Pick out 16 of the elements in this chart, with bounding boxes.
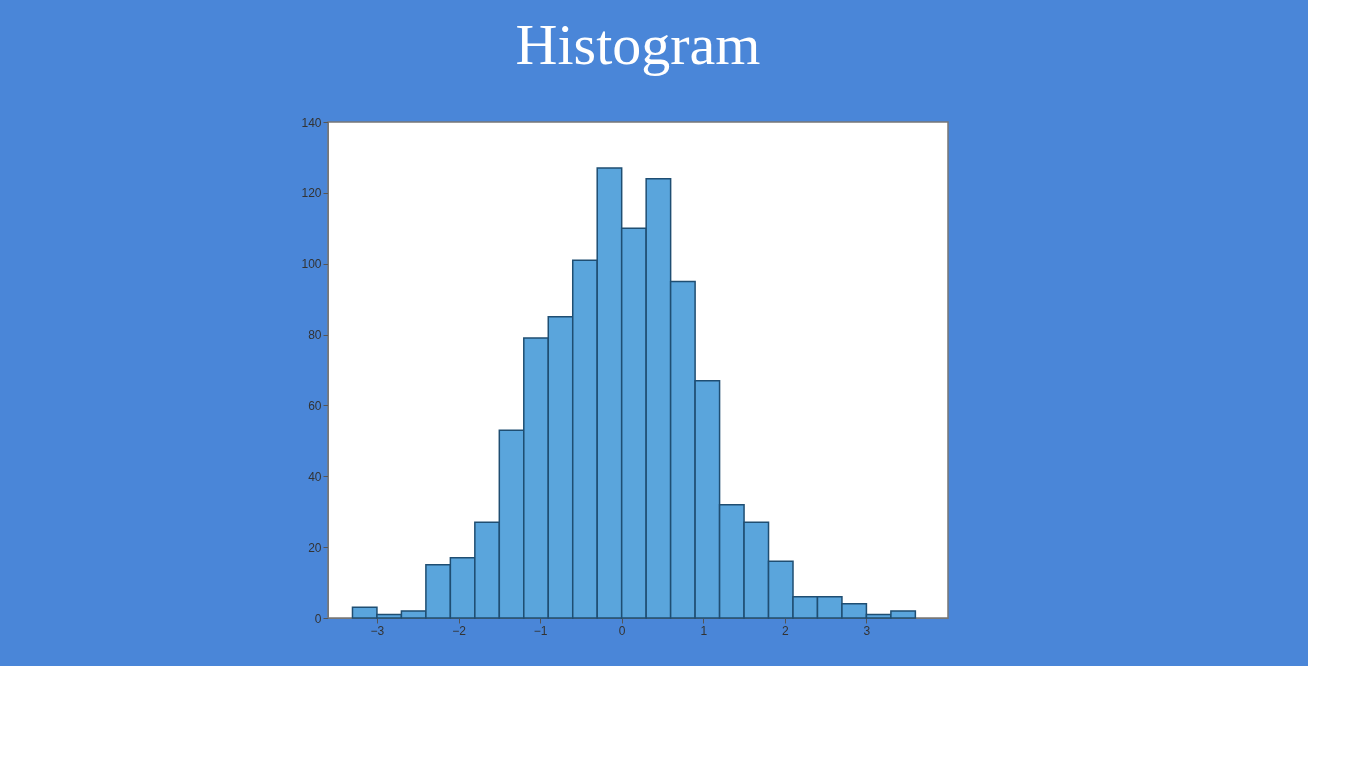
x-tick-label: 2 (782, 623, 789, 638)
y-tick-label: 80 (308, 328, 322, 343)
x-tick-label: 3 (863, 623, 871, 638)
y-tick-label: 40 (308, 469, 322, 484)
y-tick-label: 120 (301, 186, 322, 201)
x-tick-label: −2 (452, 623, 467, 638)
y-tick-label: 100 (301, 257, 322, 272)
y-tick-label: 60 (308, 398, 322, 413)
y-tick-label: 140 (301, 115, 322, 130)
y-tick-label: 0 (314, 611, 322, 626)
x-tick-label: −1 (533, 623, 548, 638)
chart-title: Histogram (515, 12, 761, 77)
x-tick-label: 0 (618, 623, 626, 638)
x-tick-label: −3 (370, 623, 385, 638)
y-tick-label: 20 (308, 540, 322, 555)
x-tick-label: 1 (700, 623, 708, 638)
